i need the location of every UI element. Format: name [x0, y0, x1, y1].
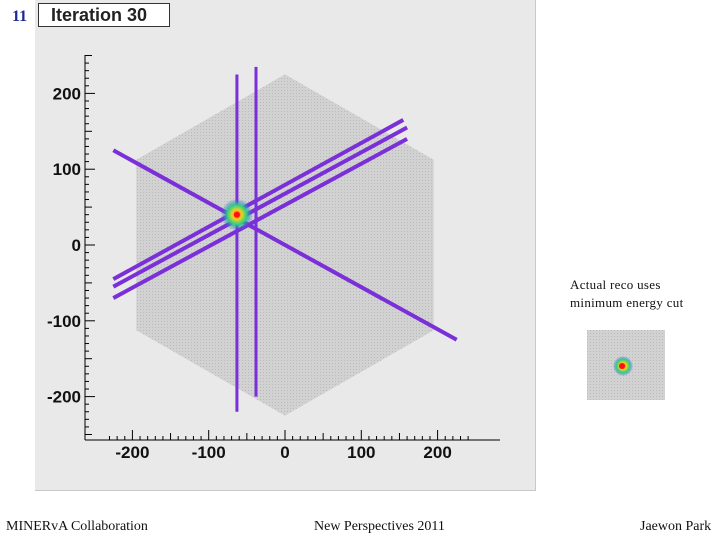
- footer-center: New Perspectives 2011: [314, 519, 445, 534]
- reco-thumbnail: [587, 330, 665, 400]
- y-tick-label: -100: [47, 312, 81, 331]
- x-tick-label: 100: [347, 443, 375, 462]
- track-band-4: [112, 125, 409, 289]
- vertex-hotspot-core: [233, 211, 240, 218]
- x-tick-label: 0: [280, 443, 289, 462]
- annotation-text: Actual reco uses minimum energy cut: [570, 276, 683, 312]
- y-tick-label: -200: [47, 388, 81, 407]
- track-band-5: [112, 137, 409, 300]
- x-tick-label: -100: [192, 443, 226, 462]
- chart-title: Iteration 30: [38, 3, 170, 27]
- annotation-line-2: minimum energy cut: [570, 295, 684, 310]
- footer-left: MINERvA Collaboration: [6, 519, 148, 534]
- x-tick-label: -200: [115, 443, 149, 462]
- event-display-plot: 200 100 0 -100 -200 -200 -100 0 100 200: [47, 55, 500, 462]
- slide-number: 11: [12, 8, 28, 25]
- y-tick-label: 0: [72, 236, 81, 255]
- annotation-line-1: Actual reco uses: [570, 277, 661, 292]
- y-tick-label: 200: [53, 84, 81, 103]
- y-tick-label: 100: [53, 160, 81, 179]
- thumbnail-hotspot-core: [619, 363, 625, 369]
- x-tick-label: 200: [423, 443, 451, 462]
- track-band-3: [112, 118, 405, 281]
- footer-right: Jaewon Park: [640, 519, 712, 534]
- track-band-2: [112, 148, 458, 342]
